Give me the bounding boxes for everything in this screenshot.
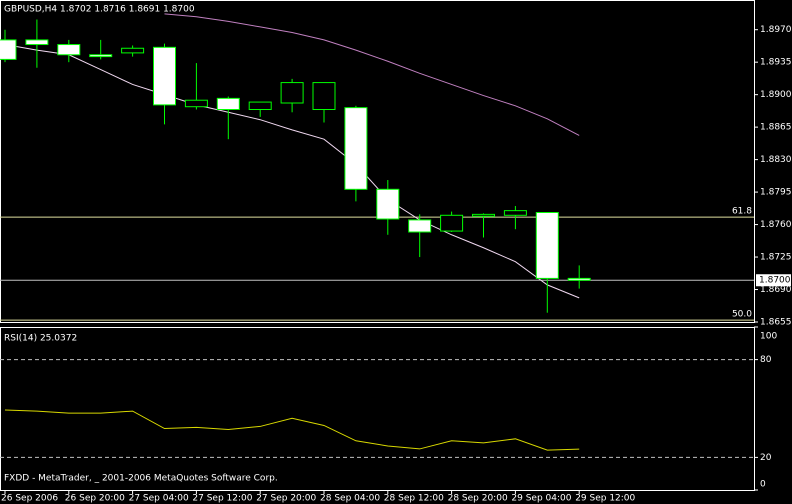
y-tick-label: 0 bbox=[760, 480, 766, 490]
x-tick-label: 28 Sep 20:00 bbox=[448, 494, 508, 504]
price-label: 1.8700 bbox=[759, 276, 791, 286]
candle-body bbox=[121, 47, 145, 54]
y-tick-label: 1.8865 bbox=[760, 123, 792, 133]
candle-body bbox=[89, 54, 113, 58]
y-tick-label: 1.8655 bbox=[760, 318, 792, 328]
y-tick-label: 1.8830 bbox=[760, 155, 792, 165]
x-tick-label: 28 Sep 04:00 bbox=[320, 494, 380, 504]
candle-body bbox=[440, 214, 464, 232]
candle-body bbox=[408, 219, 432, 233]
x-tick-label: 26 Sep 20:00 bbox=[65, 494, 125, 504]
moving-average bbox=[4, 44, 580, 299]
x-tick-label: 27 Sep 04:00 bbox=[129, 494, 189, 504]
rsi-line bbox=[4, 409, 580, 451]
price-label-box bbox=[756, 274, 791, 287]
level-label: 50.0 bbox=[732, 310, 752, 320]
y-tick-label: 80 bbox=[760, 355, 772, 365]
candle-body bbox=[344, 107, 368, 190]
candle-body bbox=[312, 82, 336, 110]
candle-body bbox=[184, 99, 208, 108]
candle-body bbox=[216, 97, 240, 110]
candle-body bbox=[248, 101, 272, 110]
candle-body bbox=[280, 82, 304, 104]
y-tick-label: 1.8795 bbox=[760, 188, 792, 198]
chart-header: GBPUSD,H4 1.8702 1.8716 1.8691 1.8700 bbox=[4, 5, 195, 15]
x-tick-label: 27 Sep 12:00 bbox=[192, 494, 252, 504]
x-tick-label: 29 Sep 12:00 bbox=[575, 494, 635, 504]
x-tick-label: 26 Sep 2006 bbox=[1, 494, 58, 504]
y-tick-label: 1.8725 bbox=[760, 253, 792, 263]
candle-body bbox=[153, 46, 176, 106]
y-tick-label: 1.8935 bbox=[760, 58, 792, 68]
x-tick-label: 28 Sep 12:00 bbox=[384, 494, 444, 504]
level-label: 61.8 bbox=[732, 207, 752, 217]
moving-average bbox=[164, 13, 580, 136]
candle-body bbox=[57, 44, 81, 56]
candle-body bbox=[567, 277, 591, 281]
candle-body bbox=[472, 213, 495, 217]
footer: FXDD - MetaTrader, _ 2001-2006 MetaQuote… bbox=[4, 474, 278, 484]
x-tick-label: 27 Sep 20:00 bbox=[256, 494, 316, 504]
y-tick-label: 100 bbox=[760, 332, 777, 342]
y-tick-label: 1.8690 bbox=[760, 285, 792, 295]
main-panel bbox=[0, 0, 755, 323]
candle-body bbox=[535, 212, 559, 279]
y-tick-label: 1.8900 bbox=[760, 90, 792, 100]
rsi-panel bbox=[0, 327, 755, 491]
candle-body bbox=[503, 210, 527, 216]
y-tick-label: 20 bbox=[760, 453, 772, 463]
rsi-header: RSI(14) 25.0372 bbox=[4, 334, 77, 344]
candle-body bbox=[376, 188, 400, 220]
y-tick-label: 1.8760 bbox=[760, 220, 792, 230]
y-tick-label: 1.8970 bbox=[760, 25, 792, 35]
x-tick-label: 29 Sep 04:00 bbox=[511, 494, 571, 504]
candle-body bbox=[25, 39, 49, 46]
candle-body bbox=[0, 39, 17, 60]
